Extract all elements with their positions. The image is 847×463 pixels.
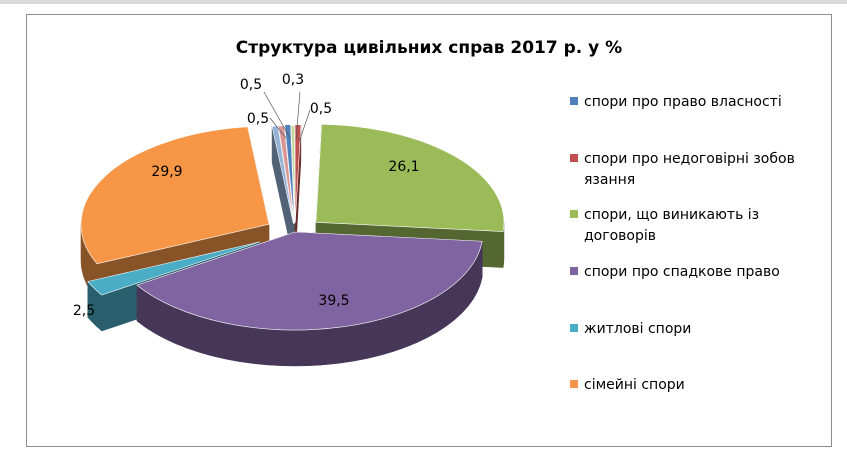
legend-label: спори про недоговірні зобов язання (584, 151, 795, 188)
legend-label: житлові спори (584, 321, 692, 337)
data-label-1: 0,5 (310, 101, 332, 117)
pie-tops (80, 124, 505, 331)
legend-swatch (570, 97, 578, 105)
legend-item: спори про спадкове право (570, 262, 820, 283)
legend-item: житлові спори (570, 319, 820, 340)
data-label-2: 26,1 (388, 159, 419, 175)
slice-unnamed-8 (290, 125, 296, 224)
legend-item: спори про недоговірні зобов язання (570, 149, 820, 191)
legend-label: спори, що виникають із договорів (584, 207, 760, 244)
leader-line-0 (269, 117, 287, 139)
legend-item: спори, що виникають із договорів (570, 205, 820, 247)
chart-title: Структура цивільних справ 2017 р. у % (235, 38, 623, 58)
legend-swatch (570, 154, 578, 162)
slice---4 (87, 241, 260, 296)
data-label-8: 0,3 (282, 72, 304, 88)
slice---1 (294, 124, 302, 223)
data-label-3: 39,5 (318, 293, 349, 309)
legend-swatch (570, 267, 578, 275)
slice---3 (136, 231, 483, 331)
data-labels: 26,1 39,5 2,5 29,9 0,5 0,5 0,3 0,5 (73, 72, 420, 319)
data-label-4: 2,5 (73, 303, 95, 319)
legend-swatch (570, 324, 578, 332)
slice-unnamed-6 (271, 125, 294, 224)
slice-unnamed-7 (278, 125, 295, 224)
slice---2 (315, 124, 505, 232)
leader-line-3 (298, 109, 311, 143)
legend-item: спори про право власності (570, 92, 820, 113)
leader-line-1 (263, 91, 291, 139)
legend-label: сімейні спори (584, 377, 685, 393)
legend-swatch (570, 210, 578, 218)
data-label-6: 0,5 (240, 77, 262, 93)
legend-item: сімейні спори (570, 375, 820, 396)
legend-label: спори про право власності (584, 94, 782, 110)
top-border (0, 0, 847, 4)
legend-swatch (570, 380, 578, 388)
slice---5 (80, 126, 270, 265)
slice---0 (284, 124, 295, 223)
leader-line-2 (295, 91, 301, 141)
legend-label: спори про спадкове право (584, 264, 780, 280)
data-label-5: 29,9 (151, 164, 182, 180)
data-label-0: 0,5 (247, 111, 269, 127)
